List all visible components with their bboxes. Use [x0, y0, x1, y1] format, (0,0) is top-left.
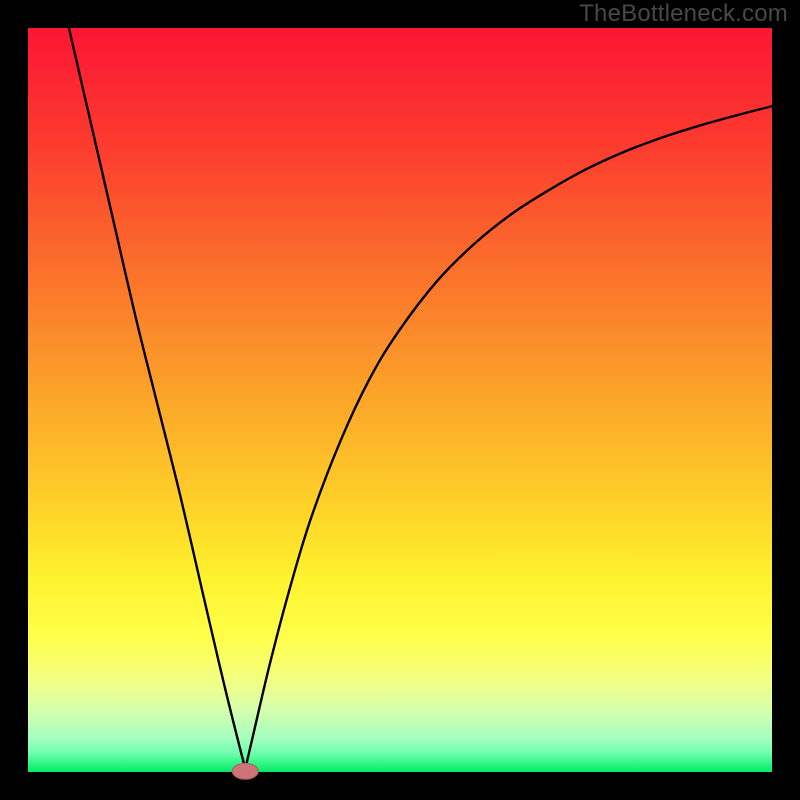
watermark-text: TheBottleneck.com [579, 0, 788, 28]
chart-container: TheBottleneck.com [0, 0, 800, 800]
minimum-marker [232, 763, 258, 779]
gradient-background [28, 28, 772, 772]
bottleneck-chart [0, 0, 800, 800]
